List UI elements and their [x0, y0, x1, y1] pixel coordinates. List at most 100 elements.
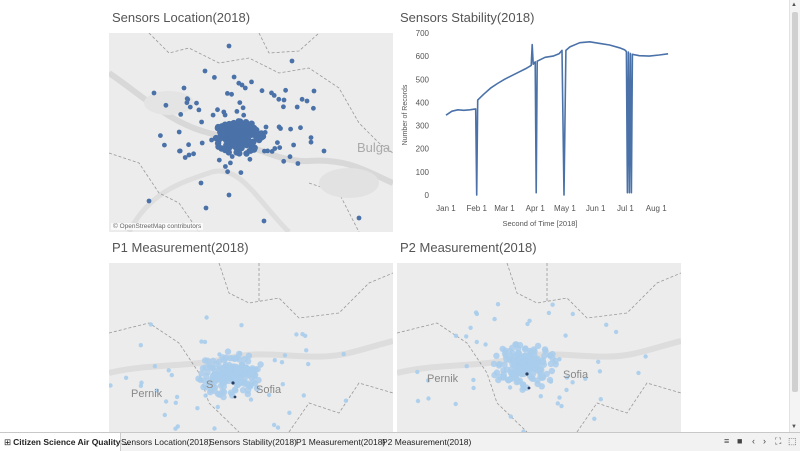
sensor-dot[interactable]	[263, 124, 269, 130]
measurement-dot[interactable]	[175, 424, 180, 429]
sensor-dot[interactable]	[225, 169, 230, 175]
measurement-dot[interactable]	[471, 385, 476, 391]
measurement-dot[interactable]	[202, 339, 208, 345]
measurement-dot[interactable]	[415, 398, 421, 404]
sensor-dot[interactable]	[294, 104, 300, 110]
sensor-dot[interactable]	[311, 105, 316, 111]
measurement-dot[interactable]	[513, 367, 520, 375]
measurement-dot[interactable]	[597, 369, 603, 374]
sensor-dot[interactable]	[216, 157, 222, 163]
measurement-dot[interactable]	[162, 412, 167, 418]
presentation-mode-icon[interactable]: ⬚	[788, 436, 797, 446]
measurement-dot[interactable]	[636, 370, 641, 376]
measurement-dot[interactable]	[239, 387, 247, 394]
measurement-dot[interactable]	[215, 404, 220, 410]
sensor-dot[interactable]	[182, 155, 188, 160]
sensor-dot[interactable]	[228, 160, 233, 166]
measurement-dot[interactable]	[548, 367, 556, 375]
measurement-dot[interactable]	[500, 373, 508, 381]
measurement-dot[interactable]	[564, 375, 570, 380]
measurement-dot[interactable]	[163, 399, 169, 404]
measurement-dot[interactable]	[547, 360, 555, 368]
sensor-dot[interactable]	[217, 132, 224, 139]
measurement-dot[interactable]	[244, 358, 252, 365]
sensor-dot[interactable]	[158, 133, 163, 138]
measurement-dot[interactable]	[200, 383, 207, 391]
sensor-dot[interactable]	[181, 85, 187, 91]
measurement-dot[interactable]	[468, 325, 473, 330]
measurement-dot[interactable]	[248, 397, 254, 402]
measurement-dot[interactable]	[343, 398, 349, 403]
sensor-dot[interactable]	[203, 205, 209, 211]
measurement-dot[interactable]	[266, 392, 272, 398]
sensor-dot[interactable]	[249, 79, 254, 85]
measurement-dot[interactable]	[207, 389, 214, 396]
measurement-dot[interactable]	[555, 401, 560, 406]
sensor-dot[interactable]	[184, 100, 190, 106]
sensor-dot[interactable]	[233, 134, 241, 142]
sensor-dot[interactable]	[248, 139, 255, 146]
measurement-dot[interactable]	[303, 333, 308, 338]
measurement-dot[interactable]	[195, 406, 200, 411]
tab-dashboard[interactable]: ⊞ Citizen Science Air Quality ...	[0, 433, 130, 451]
sensor-dot[interactable]	[311, 88, 317, 94]
sensor-dot[interactable]	[199, 119, 204, 125]
measurement-dot[interactable]	[453, 333, 459, 338]
sensor-dot[interactable]	[228, 123, 236, 131]
sensor-dot[interactable]	[283, 87, 288, 93]
sensor-dot[interactable]	[162, 142, 167, 148]
measurement-dot[interactable]	[525, 372, 529, 376]
sensors-location-map[interactable]: Bulga © OpenStreetMap contributors	[109, 33, 393, 232]
sensor-dot[interactable]	[241, 112, 247, 118]
measurement-dot[interactable]	[583, 376, 588, 381]
measurement-dot[interactable]	[228, 391, 234, 396]
measurement-dot[interactable]	[519, 359, 527, 366]
measurement-dot[interactable]	[538, 383, 545, 390]
sensor-dot[interactable]	[234, 123, 241, 130]
measurement-dot[interactable]	[257, 361, 264, 368]
sensor-dot[interactable]	[295, 161, 301, 166]
measurement-dot[interactable]	[202, 364, 209, 371]
sensor-dot[interactable]	[308, 135, 314, 140]
measurement-dot[interactable]	[152, 364, 158, 369]
measurement-dot[interactable]	[341, 351, 346, 357]
measurement-dot[interactable]	[241, 370, 248, 378]
measurement-dot[interactable]	[508, 414, 513, 419]
sensor-dot[interactable]	[265, 148, 270, 154]
sensor-dot[interactable]	[261, 218, 267, 224]
sensor-dot[interactable]	[238, 170, 244, 176]
sensor-dot[interactable]	[225, 91, 230, 96]
measurement-dot[interactable]	[223, 367, 230, 374]
sensor-dot[interactable]	[237, 100, 243, 105]
sensor-dot[interactable]	[210, 112, 216, 118]
sensor-dot[interactable]	[229, 154, 235, 159]
measurement-dot[interactable]	[201, 377, 208, 385]
measurement-dot[interactable]	[220, 393, 227, 401]
fullscreen-icon[interactable]: ⛶	[775, 436, 782, 446]
measurement-dot[interactable]	[211, 384, 219, 391]
measurement-dot[interactable]	[507, 385, 513, 390]
sensor-dot[interactable]	[272, 146, 278, 151]
sensor-dot[interactable]	[239, 122, 246, 129]
sensor-dot[interactable]	[276, 96, 282, 102]
measurement-dot[interactable]	[138, 383, 144, 388]
scroll-down-icon[interactable]: ▼	[791, 424, 797, 430]
measurement-dot[interactable]	[464, 334, 469, 339]
measurement-dot[interactable]	[604, 322, 609, 327]
measurement-dot[interactable]	[541, 352, 548, 359]
sensor-dot[interactable]	[281, 97, 287, 103]
measurement-dot[interactable]	[531, 348, 538, 355]
sensor-dot[interactable]	[219, 125, 226, 132]
tab-p2-measurement[interactable]: P2 Measurement(2018)	[382, 437, 472, 447]
measurement-dot[interactable]	[613, 329, 619, 335]
p1-measurement-map[interactable]: Pernik S Sofia	[109, 263, 393, 432]
measurement-dot[interactable]	[138, 343, 143, 348]
measurement-dot[interactable]	[425, 378, 431, 383]
measurement-dot[interactable]	[169, 372, 174, 378]
sensor-dots[interactable]	[109, 33, 393, 232]
measurement-dot[interactable]	[501, 361, 508, 368]
measurement-dot[interactable]	[493, 369, 501, 376]
measurement-dot[interactable]	[224, 348, 232, 355]
measurement-dot[interactable]	[213, 377, 220, 384]
measurement-dot[interactable]	[301, 393, 306, 398]
